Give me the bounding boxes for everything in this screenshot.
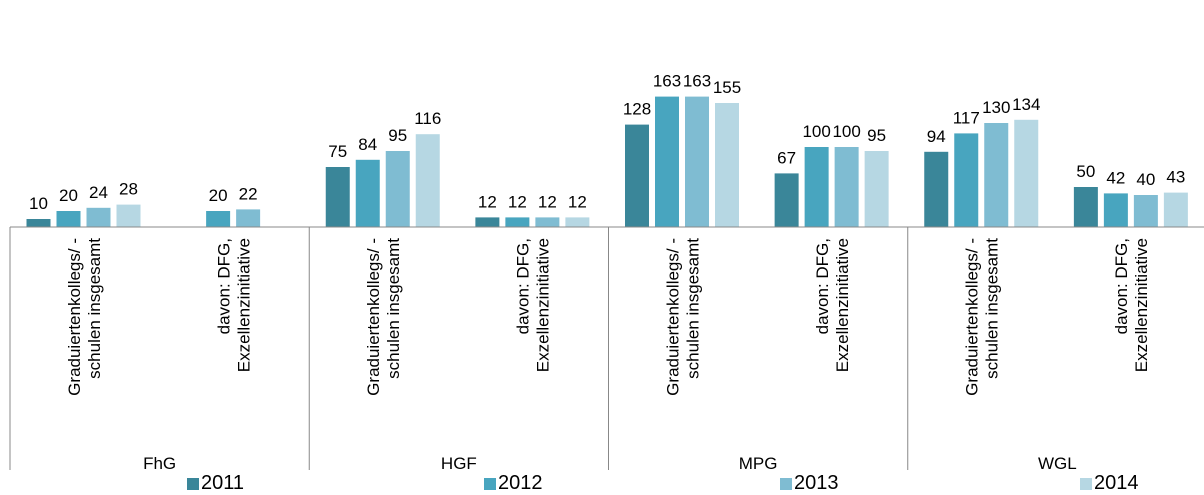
bar-2012-3 <box>505 217 530 227</box>
bar-2012-7 <box>1103 193 1128 227</box>
data-label: 134 <box>1012 95 1040 114</box>
bar-2012-6 <box>954 133 979 227</box>
bar-2013-7 <box>1133 195 1158 227</box>
bar-2011-2 <box>325 167 350 227</box>
legend-swatch <box>187 477 199 490</box>
bar-2011-3 <box>475 217 500 227</box>
bar-2012-4 <box>655 96 679 227</box>
data-label: 12 <box>568 192 587 211</box>
data-label: 116 <box>414 109 441 128</box>
bar-2013-5 <box>834 147 859 227</box>
data-label: 100 <box>802 122 830 141</box>
bar-2013-4 <box>685 96 709 227</box>
bar-2014-2 <box>415 134 440 227</box>
legend-item-2012: 2012 <box>484 472 543 495</box>
data-label: 130 <box>982 98 1010 117</box>
legend-label: 2013 <box>794 472 839 494</box>
data-label: 75 <box>328 142 347 161</box>
subcategory-label: davon: DFG, <box>214 238 233 334</box>
data-label: 84 <box>358 135 377 154</box>
data-label: 20 <box>209 186 228 205</box>
bar-2013-6 <box>984 123 1009 227</box>
data-label: 22 <box>239 184 258 203</box>
subcategory-label: Graduiertenkollegs/ - <box>65 238 84 396</box>
subcategory-label: schulen insgesamt <box>983 238 1002 379</box>
data-label: 95 <box>867 126 886 145</box>
legend-label: 2011 <box>201 472 245 494</box>
bar-2012-1 <box>206 211 231 227</box>
data-label: 100 <box>832 122 860 141</box>
subcategory-label: Graduiertenkollegs/ - <box>663 238 682 396</box>
data-label: 12 <box>508 192 527 211</box>
bar-2012-0 <box>56 211 81 227</box>
bar-2011-0 <box>26 219 51 227</box>
bar-2014-3 <box>565 217 590 227</box>
data-label: 67 <box>777 148 796 167</box>
group-label-wgl: WGL <box>1038 454 1077 473</box>
bar-2014-4 <box>715 103 739 227</box>
bar-2014-0 <box>116 204 141 227</box>
bar-2014-7 <box>1163 192 1188 227</box>
subcategory-label: Graduiertenkollegs/ - <box>364 238 383 396</box>
data-label: 155 <box>713 78 741 97</box>
bar-2012-5 <box>804 147 829 227</box>
subcategory-label: Exzellenzinitiative <box>1132 238 1151 372</box>
data-label: 10 <box>29 194 48 213</box>
bar-2013-0 <box>86 207 111 227</box>
subcategory-label: Exzellenzinitiative <box>234 238 253 372</box>
subcategory-label: schulen insgesamt <box>384 238 403 379</box>
subcategory-label: davon: DFG, <box>813 238 832 334</box>
bar-2011-7 <box>1073 187 1098 227</box>
data-label: 163 <box>653 72 681 91</box>
legend-item-2011: 2011 <box>187 472 244 495</box>
bar-2012-2 <box>355 159 380 227</box>
data-label: 28 <box>119 180 138 199</box>
group-label-fhg: FhG <box>143 454 176 473</box>
bar-2011-6 <box>924 151 949 227</box>
legend-label: 2012 <box>498 472 543 494</box>
bar-2014-5 <box>864 151 889 227</box>
legend-item-2014: 2014 <box>1080 472 1139 495</box>
legend-swatch <box>780 477 792 490</box>
bar-2011-4 <box>625 124 649 227</box>
data-label: 117 <box>953 108 980 127</box>
subcategory-label: Graduiertenkollegs/ - <box>963 238 982 396</box>
data-label: 163 <box>683 72 711 91</box>
bar-2013-3 <box>535 217 560 227</box>
legend-item-2013: 2013 <box>780 472 839 495</box>
bar-2011-5 <box>774 173 799 227</box>
subcategory-label: davon: DFG, <box>514 238 533 334</box>
subcategory-label: davon: DFG, <box>1112 238 1131 334</box>
subcategory-label: schulen insgesamt <box>85 238 104 379</box>
data-label: 43 <box>1166 168 1185 187</box>
data-label: 12 <box>538 192 557 211</box>
subcategory-label: schulen insgesamt <box>683 238 702 379</box>
group-label-hgf: HGF <box>441 454 477 473</box>
bar-2013-2 <box>385 151 410 227</box>
data-label: 94 <box>927 127 946 146</box>
legend-swatch <box>484 477 496 490</box>
data-label: 24 <box>89 183 108 202</box>
data-label: 20 <box>59 186 78 205</box>
subcategory-label: Exzellenzinitiative <box>833 238 852 372</box>
subcategory-label: Exzellenzinitiative <box>534 238 553 372</box>
bar-2014-6 <box>1014 119 1039 227</box>
group-label-mpg: MPG <box>739 454 778 473</box>
data-label: 12 <box>478 192 497 211</box>
data-label: 95 <box>388 126 407 145</box>
data-label: 50 <box>1076 162 1095 181</box>
data-label: 128 <box>623 100 651 119</box>
data-label: 42 <box>1106 168 1125 187</box>
legend-swatch <box>1080 477 1092 490</box>
bar-2013-1 <box>236 209 261 227</box>
data-label: 40 <box>1136 170 1155 189</box>
legend: 2011 2012 2013 2014 <box>0 472 1204 494</box>
legend-label: 2014 <box>1094 472 1139 494</box>
